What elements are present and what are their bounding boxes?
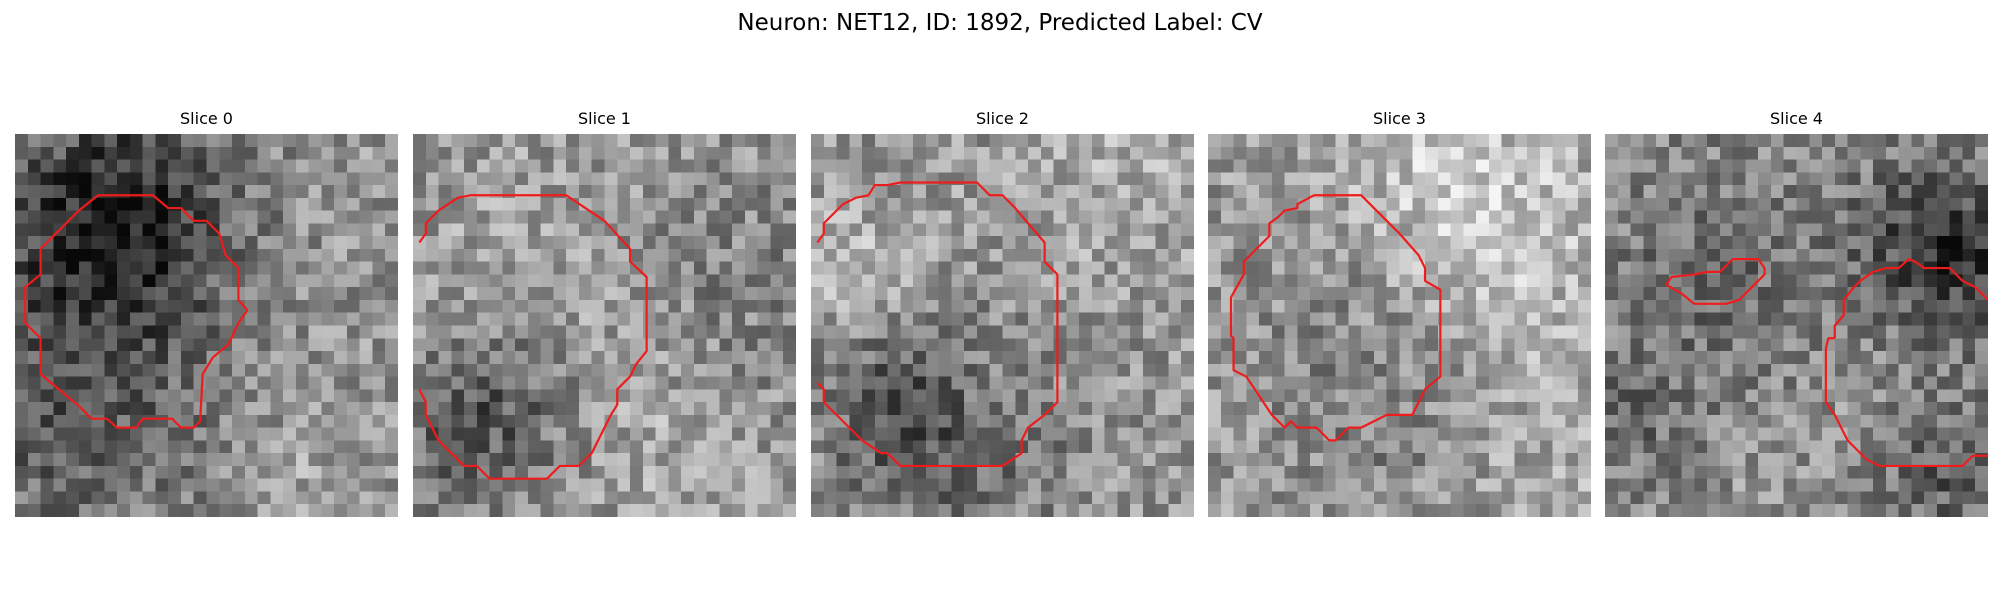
- contour-overlay: [1605, 134, 1988, 517]
- grayscale-tile-grid: [1208, 134, 1591, 517]
- red-contour-line: [1835, 259, 1988, 338]
- grayscale-tile-grid: [15, 134, 398, 517]
- slice-image: [1605, 134, 1988, 517]
- grayscale-tile-grid: [413, 134, 796, 517]
- slice-title: Slice 3: [1373, 109, 1426, 128]
- red-contour-line: [1826, 338, 1988, 466]
- slice-panel-2: Slice 2: [811, 0, 1194, 600]
- contour-overlay: [1208, 134, 1591, 517]
- slice-image: [1208, 134, 1591, 517]
- slice-panel-3: Slice 3: [1208, 0, 1591, 600]
- grayscale-tile-grid: [1605, 134, 1988, 517]
- slice-image: [413, 134, 796, 517]
- contour-overlay: [15, 134, 398, 517]
- slice-panel-0: Slice 0: [15, 0, 398, 600]
- red-contour-line: [25, 195, 247, 427]
- slice-image: [15, 134, 398, 517]
- slice-title: Slice 2: [976, 109, 1029, 128]
- red-contour-line: [1666, 259, 1764, 304]
- grayscale-tile-grid: [811, 134, 1194, 517]
- figure-title: Neuron: NET12, ID: 1892, Predicted Label…: [737, 10, 1263, 36]
- red-contour-line: [419, 195, 646, 478]
- slice-title: Slice 1: [578, 109, 631, 128]
- slice-image: [811, 134, 1194, 517]
- slice-title: Slice 0: [180, 109, 233, 128]
- slice-title: Slice 4: [1770, 109, 1823, 128]
- red-contour-line: [1231, 195, 1440, 440]
- contour-overlay: [811, 134, 1194, 517]
- red-contour-line: [817, 183, 1057, 466]
- contour-overlay: [413, 134, 796, 517]
- slice-panel-1: Slice 1: [413, 0, 796, 600]
- slice-panel-4: Slice 4: [1605, 0, 1988, 600]
